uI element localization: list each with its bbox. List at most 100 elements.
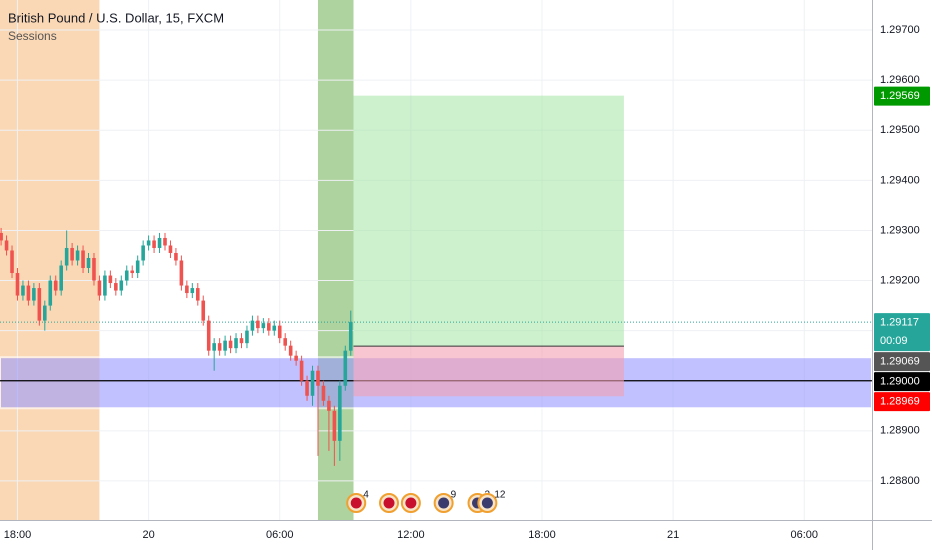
candle-body — [185, 285, 189, 294]
candle-body — [332, 410, 337, 441]
y-tick-label: 1.28900 — [880, 425, 920, 437]
candle-body — [288, 345, 293, 356]
candle-body — [212, 343, 216, 351]
indicator-name[interactable]: Sessions — [8, 29, 57, 43]
candle-body — [43, 305, 47, 321]
candle-body — [15, 273, 20, 296]
price-badge — [874, 372, 930, 392]
candle-body — [64, 247, 69, 266]
candle-body — [277, 325, 282, 339]
candle-body — [86, 257, 91, 269]
candle-body — [190, 288, 195, 294]
candle-body — [321, 385, 326, 401]
event-flag[interactable] — [405, 497, 417, 509]
candle-body — [228, 340, 233, 349]
candle-body — [21, 285, 25, 296]
y-tick-label: 1.28800 — [880, 475, 920, 487]
y-tick-label: 1.29300 — [880, 224, 920, 236]
candle-body — [294, 355, 298, 361]
candle-body — [48, 280, 53, 306]
symbol-title: British Pound / U.S. Dollar, 15, FXCM — [8, 10, 224, 25]
candle-body — [168, 245, 173, 253]
y-tick-label: 1.29700 — [880, 24, 920, 36]
candle-body — [174, 252, 178, 261]
position-stop[interactable] — [353, 346, 624, 397]
candle-body — [70, 247, 74, 261]
price-badge — [874, 392, 930, 412]
event-count: 4 — [363, 490, 369, 501]
candle-body — [108, 275, 113, 284]
x-tick-label: 18:00 — [4, 529, 32, 541]
event-flag[interactable] — [481, 497, 493, 509]
candle-body — [223, 340, 227, 351]
candle-body — [163, 237, 167, 246]
axes: 1.288001.289001.290001.291001.292001.293… — [4, 24, 930, 541]
candle-body — [135, 260, 140, 274]
candle-body — [234, 338, 238, 349]
candle-body — [4, 240, 9, 251]
candle-body — [338, 385, 342, 441]
candle-body — [206, 320, 211, 351]
candle-body — [250, 320, 255, 331]
price-badge — [874, 313, 930, 352]
candle-body — [256, 320, 260, 329]
candle-body — [124, 270, 129, 281]
price-badge — [874, 86, 930, 106]
candle-body — [75, 250, 80, 261]
x-tick-label: 06:00 — [266, 529, 294, 541]
candle-body — [53, 280, 58, 291]
y-tick-label: 1.29500 — [880, 124, 920, 136]
event-count: 12 — [494, 490, 506, 501]
candle-body — [245, 330, 249, 344]
candle-body — [10, 250, 14, 274]
candle-body — [195, 288, 200, 301]
candle-body — [299, 360, 304, 381]
candle-body — [327, 400, 331, 411]
candle-body — [261, 323, 266, 329]
y-tick-label: 1.29200 — [880, 274, 920, 286]
event-flag[interactable] — [350, 497, 362, 509]
price-badge-label: 1.29000 — [880, 376, 920, 388]
candle-body — [348, 322, 353, 351]
candle-body — [97, 280, 102, 296]
candle-body — [283, 338, 288, 346]
plot-area: 49212 — [0, 0, 872, 520]
candle-body — [92, 257, 96, 281]
candle-body — [114, 283, 118, 291]
x-tick-label: 06:00 — [790, 529, 818, 541]
candle-body — [157, 237, 162, 248]
candle-body — [310, 370, 315, 396]
event-flag[interactable] — [438, 497, 450, 509]
x-tick-label: 21 — [667, 529, 679, 541]
candle-body — [32, 288, 36, 301]
x-tick-label: 12:00 — [397, 529, 425, 541]
candle-body — [272, 325, 277, 331]
x-tick-label: 18:00 — [528, 529, 556, 541]
candle-body — [239, 338, 244, 344]
event-flag[interactable] — [383, 497, 395, 509]
candle-body — [119, 280, 124, 291]
candle-body — [26, 285, 31, 301]
candle-body — [152, 240, 156, 248]
y-tick-label: 1.29600 — [880, 74, 920, 86]
price-badge-label: 1.28969 — [880, 396, 920, 408]
price-badge-label: 1.29069 — [880, 356, 920, 368]
candle-body — [103, 275, 107, 296]
candle-body — [130, 270, 135, 274]
x-tick-label: 20 — [142, 529, 154, 541]
candle-body — [179, 260, 184, 286]
candle-body — [141, 245, 145, 261]
candle-body — [59, 265, 63, 291]
candle-body — [37, 288, 42, 321]
position-target[interactable] — [353, 95, 624, 347]
event-count: 9 — [451, 490, 457, 501]
candle-body — [201, 300, 206, 321]
price-badge-label: 1.29117 — [880, 317, 919, 329]
price-badge — [874, 352, 930, 372]
candle-body — [146, 240, 151, 246]
candle-body — [305, 380, 309, 396]
candle-body — [0, 232, 3, 241]
candle-body — [81, 250, 85, 269]
candle-body — [267, 323, 271, 331]
